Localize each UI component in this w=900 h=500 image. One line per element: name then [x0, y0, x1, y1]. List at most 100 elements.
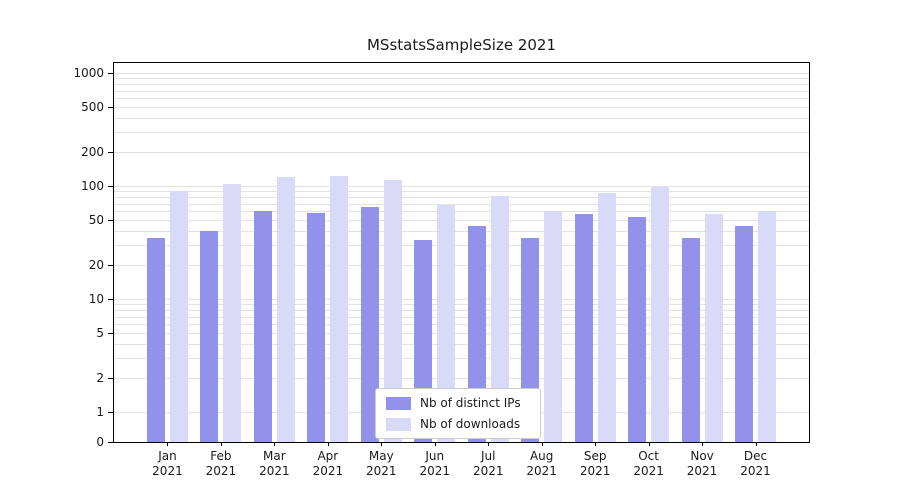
y-tick-mark — [108, 220, 113, 222]
bar-downloads — [544, 211, 563, 442]
bar-distinct-ips — [681, 237, 700, 442]
bar-distinct-ips — [200, 230, 219, 442]
x-tick-label: Oct 2021 — [614, 449, 684, 479]
y-tick-mark — [108, 264, 113, 266]
x-tick-year: 2021 — [205, 464, 237, 478]
x-tick-month: Nov — [690, 449, 714, 463]
x-tick-year: 2021 — [633, 464, 664, 478]
x-tick-label: Jul 2021 — [453, 449, 523, 479]
bar-downloads — [597, 193, 616, 442]
x-tick-year: 2021 — [152, 464, 183, 478]
x-tick-mark — [541, 442, 543, 446]
gridline — [114, 324, 809, 326]
x-tick-mark — [434, 442, 436, 446]
x-tick-month: Dec — [743, 449, 768, 463]
bar-distinct-ips — [574, 214, 593, 442]
bar-distinct-ips — [146, 237, 165, 442]
gridline — [114, 203, 809, 205]
y-tick-label: 10 — [88, 292, 104, 306]
gridline — [114, 98, 809, 100]
x-tick-mark — [167, 442, 169, 446]
x-tick-label: Jan 2021 — [132, 449, 202, 479]
x-tick-mark — [648, 442, 650, 446]
gridline — [114, 230, 809, 232]
gridline — [114, 264, 809, 266]
legend-swatch — [386, 417, 411, 431]
y-tick-label: 1 — [96, 405, 104, 419]
x-tick-month: Oct — [638, 449, 659, 463]
plot-area — [113, 62, 810, 443]
bar-distinct-ips — [628, 217, 647, 442]
gridline — [114, 309, 809, 311]
gridline — [114, 377, 809, 379]
bar-downloads — [490, 195, 509, 442]
x-tick-label: Sep 2021 — [560, 449, 630, 479]
x-tick-month: Jul — [480, 449, 496, 463]
y-tick-label: 5 — [96, 326, 104, 341]
y-tick-label: 1000 — [73, 66, 104, 80]
y-tick-label: 20 — [88, 257, 104, 272]
y-tick-mark — [108, 299, 113, 300]
gridline — [114, 220, 809, 222]
y-tick-label: 500 — [81, 100, 104, 115]
bar-downloads — [223, 183, 242, 442]
y-tick-mark — [108, 377, 113, 379]
gridline — [114, 333, 809, 335]
x-tick-mark — [488, 442, 490, 446]
gridline — [114, 358, 809, 360]
y-tick-label: 2 — [96, 370, 104, 385]
gridline — [114, 132, 809, 134]
x-tick-month: Apr — [317, 449, 339, 463]
y-tick-mark — [108, 107, 113, 109]
gridline — [114, 196, 809, 198]
x-tick-month: Feb — [210, 449, 232, 463]
x-tick-month: Aug — [529, 449, 554, 463]
gridline — [114, 299, 809, 300]
x-tick-year: 2021 — [526, 464, 557, 478]
x-tick-mark — [755, 442, 757, 446]
gridline — [114, 73, 809, 74]
bar-distinct-ips — [735, 226, 754, 442]
x-tick-month: Jan — [158, 449, 177, 463]
x-tick-year: 2021 — [740, 464, 771, 478]
bar-distinct-ips — [307, 212, 326, 442]
bar-downloads — [276, 177, 295, 442]
gridline — [114, 151, 809, 153]
gridline — [114, 245, 809, 247]
bar-downloads — [651, 186, 670, 442]
legend-item: Nb of distinct IPs — [386, 396, 530, 410]
x-tick-mark — [220, 442, 222, 446]
x-tick-year: 2021 — [366, 464, 397, 478]
gridline — [114, 78, 809, 80]
legend-label: Nb of distinct IPs — [420, 396, 521, 410]
bar-downloads — [704, 214, 723, 442]
bar-downloads — [758, 211, 777, 442]
gridline — [114, 211, 809, 213]
x-tick-mark — [702, 442, 704, 446]
bar-downloads — [330, 175, 349, 442]
x-tick-label: Dec 2021 — [721, 449, 791, 479]
x-tick-label: Apr 2021 — [293, 449, 363, 479]
y-tick-label: 0 — [96, 435, 104, 449]
x-tick-label: Feb 2021 — [186, 449, 256, 479]
x-tick-year: 2021 — [472, 464, 504, 478]
bar-distinct-ips — [360, 207, 379, 442]
x-tick-label: Nov 2021 — [667, 449, 737, 479]
x-tick-month: Mar — [263, 449, 286, 463]
y-tick-mark — [108, 442, 113, 443]
gridline — [114, 83, 809, 85]
x-tick-year: 2021 — [419, 464, 451, 478]
bar-downloads — [169, 191, 188, 442]
x-tick-year: 2021 — [579, 464, 611, 478]
legend: Nb of distinct IPs Nb of downloads — [375, 388, 541, 439]
gridline — [114, 90, 809, 92]
x-tick-year: 2021 — [686, 464, 718, 478]
gridline — [114, 107, 809, 109]
bar-distinct-ips — [253, 211, 272, 442]
x-tick-year: 2021 — [259, 464, 290, 478]
x-tick-mark — [327, 442, 329, 446]
x-tick-mark — [381, 442, 383, 446]
gridline — [114, 186, 809, 187]
y-tick-mark — [108, 186, 113, 187]
